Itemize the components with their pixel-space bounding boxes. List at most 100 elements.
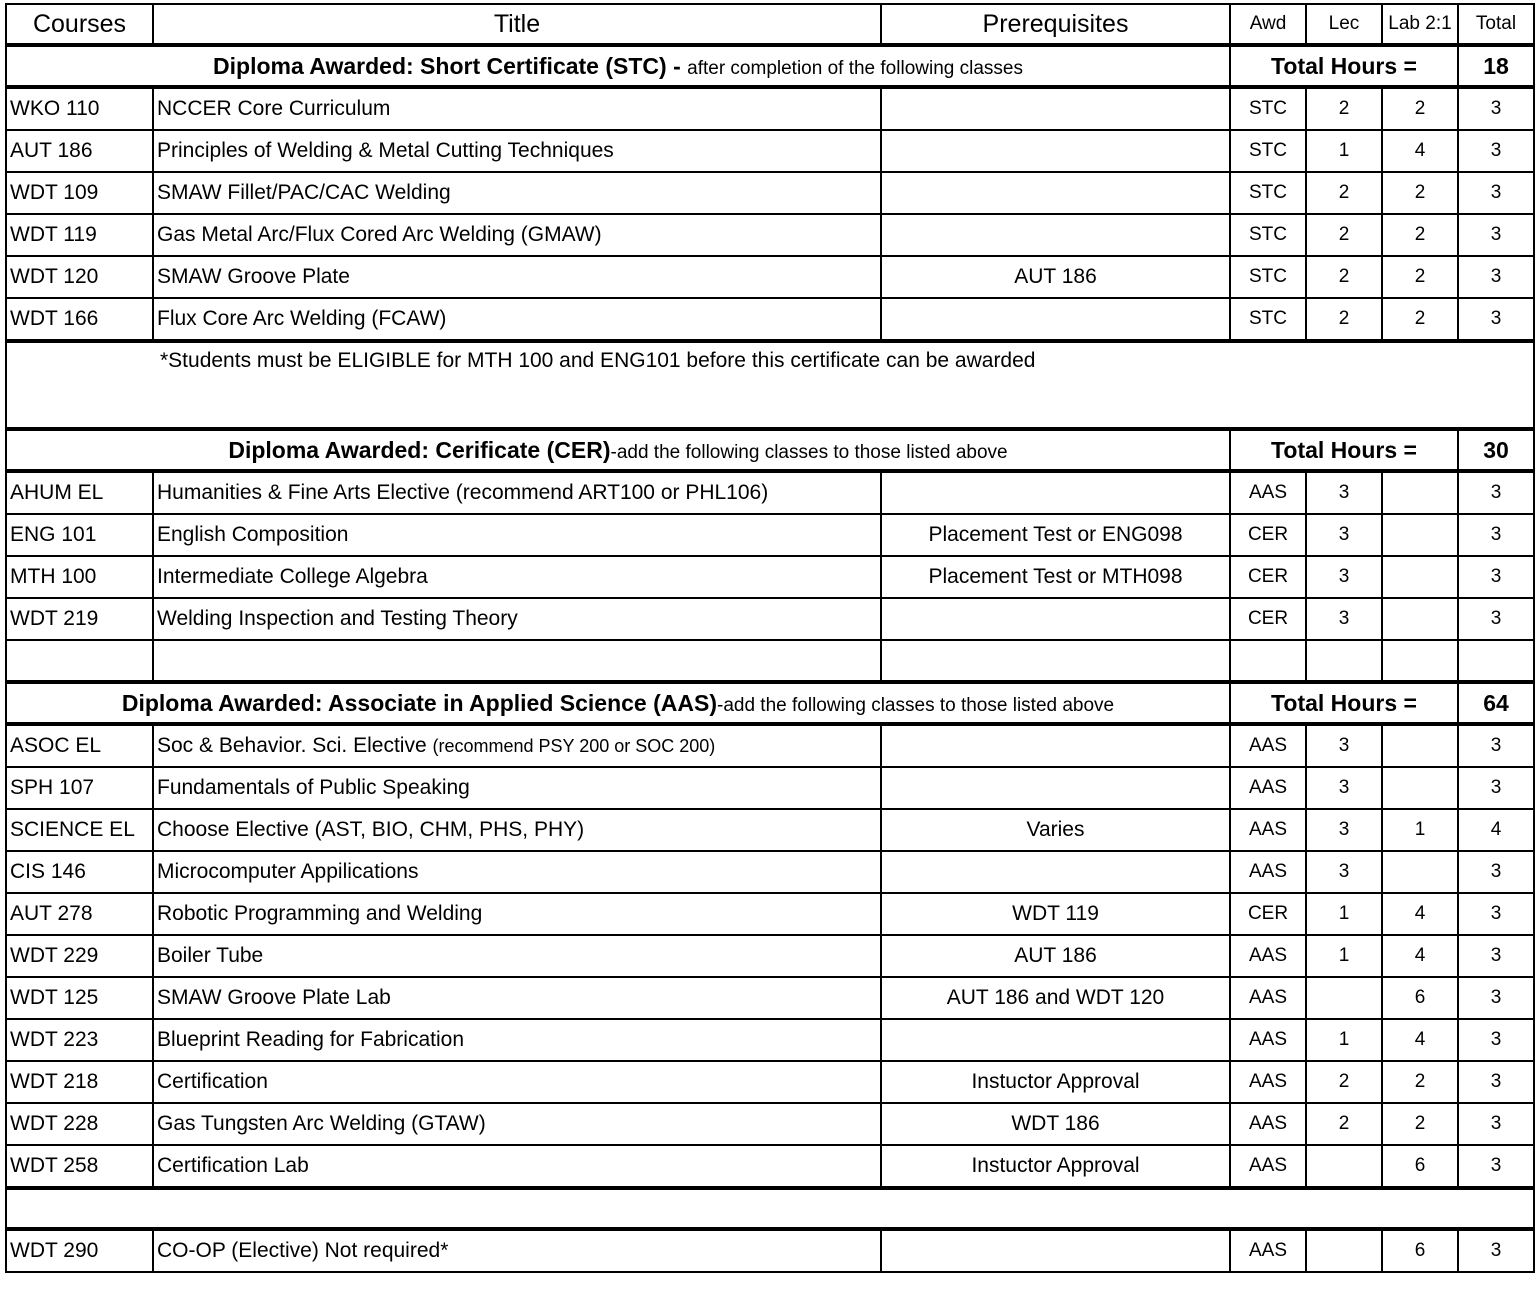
lab-hours — [1381, 766, 1459, 810]
course-title-text: Welding Inspection and Testing Theory — [157, 607, 518, 630]
course-code: WDT 125 — [5, 976, 154, 1020]
course-code: WKO 110 — [5, 86, 154, 131]
lecture-hours: 2 — [1305, 255, 1383, 299]
header-row: Courses Title Prerequisites Awd Lec Lab 2:1 To… — [5, 3, 1535, 46]
table-row: ENG 101 English Composition Placement Test… — [5, 513, 1535, 557]
total-hours-text: 3 — [1490, 777, 1502, 798]
course-title: Intermediate College Algebra — [152, 555, 882, 599]
prerequisites-text: Instuctor Approval — [971, 1154, 1140, 1177]
award: AAS — [1229, 1060, 1307, 1104]
lecture-hours — [1305, 1144, 1383, 1189]
course-code-text: WKO 110 — [10, 97, 100, 120]
lab-hours — [1381, 850, 1459, 894]
course-title-text: Principles of Welding & Metal Cutting Te… — [157, 139, 614, 162]
award-text: STC — [1249, 182, 1287, 203]
total-hours: 3 — [1457, 597, 1535, 641]
total-hours-text: 3 — [1490, 861, 1502, 882]
empty-cell — [1457, 639, 1535, 683]
lab-hours-text: 6 — [1414, 1240, 1426, 1261]
table-row: WDT 290 CO-OP (Elective) Not required* AAS… — [5, 1228, 1535, 1273]
course-code: MTH 100 — [5, 555, 154, 599]
course-code-text: WDT 125 — [10, 986, 99, 1009]
course-code-text: WDT 120 — [10, 265, 99, 288]
course-title-text: Humanities & Fine Arts Elective (recomme… — [157, 481, 769, 504]
course-title-text: SMAW Groove Plate — [157, 265, 350, 288]
table-row: WKO 110 NCCER Core Curriculum STC 2 2 3 — [5, 86, 1535, 131]
prerequisites-text: Placement Test or ENG098 — [928, 523, 1183, 546]
table-row: MTH 100 Intermediate College Algebra Place… — [5, 555, 1535, 599]
lecture-hours-text: 3 — [1338, 777, 1350, 798]
total-hours: 3 — [1457, 1018, 1535, 1062]
course-code-text: CIS 146 — [10, 860, 86, 883]
prerequisites — [880, 470, 1231, 515]
lecture-hours-text: 2 — [1338, 1071, 1350, 1092]
lecture-hours: 2 — [1305, 171, 1383, 215]
total-hours-text: 3 — [1490, 224, 1502, 245]
lab-hours: 2 — [1381, 86, 1459, 131]
prerequisites — [880, 171, 1231, 215]
column-header-prerequisites: Prerequisites — [880, 3, 1231, 46]
lab-hours — [1381, 597, 1459, 641]
table-row: WDT 120 SMAW Groove Plate AUT 186 STC 2 2 3 — [5, 255, 1535, 299]
total-hours-text: 3 — [1490, 140, 1502, 161]
lecture-hours: 3 — [1305, 555, 1383, 599]
lecture-hours: 2 — [1305, 86, 1383, 131]
course-title: NCCER Core Curriculum — [152, 86, 882, 131]
lecture-hours-text: 3 — [1338, 524, 1350, 545]
course-code-text: ENG 101 — [10, 523, 97, 546]
lab-hours-text: 4 — [1414, 140, 1426, 161]
course-title: Humanities & Fine Arts Elective (recomme… — [152, 470, 882, 515]
lecture-hours-text: 3 — [1338, 735, 1350, 756]
course-title: Welding Inspection and Testing Theory — [152, 597, 882, 641]
course-code: CIS 146 — [5, 850, 154, 894]
column-header-course-title: Title — [152, 3, 882, 46]
award: STC — [1229, 213, 1307, 257]
award: AAS — [1229, 1018, 1307, 1062]
table-row: SCIENCE EL Choose Elective (AST, BIO, CHM… — [5, 808, 1535, 852]
total-hours-text: 3 — [1490, 182, 1502, 203]
lecture-hours: 3 — [1305, 808, 1383, 852]
award-text: STC — [1249, 308, 1287, 329]
lab-hours-text: 6 — [1414, 987, 1426, 1008]
prerequisites: Placement Test or ENG098 — [880, 513, 1231, 557]
course-title-text: Robotic Programming and Welding — [157, 902, 483, 925]
empty-cell — [1305, 639, 1383, 683]
award: AAS — [1229, 723, 1307, 768]
course-code: AUT 278 — [5, 892, 154, 936]
lab-hours-text: 2 — [1414, 1113, 1426, 1134]
course-code-text: WDT 218 — [10, 1070, 99, 1093]
lab-hours: 2 — [1381, 255, 1459, 299]
course-title-text: Choose Elective (AST, BIO, CHM, PHS, PHY… — [157, 818, 585, 841]
total-hours: 3 — [1457, 297, 1535, 342]
prerequisites: WDT 119 — [880, 892, 1231, 936]
course-code-text: MTH 100 — [10, 565, 97, 588]
award: AAS — [1229, 1102, 1307, 1146]
column-header-course-code: Courses — [5, 3, 154, 46]
lecture-hours: 3 — [1305, 597, 1383, 641]
course-title: CO-OP (Elective) Not required* — [152, 1228, 882, 1273]
lecture-hours: 2 — [1305, 213, 1383, 257]
course-title-text: SMAW Fillet/PAC/CAC Welding — [157, 181, 451, 204]
table-row: WDT 125 SMAW Groove Plate Lab AUT 186 and … — [5, 976, 1535, 1020]
course-title-text: English Composition — [157, 523, 349, 546]
table-row: WDT 166 Flux Core Arc Welding (FCAW) STC 2 2… — [5, 297, 1535, 342]
total-hours-text: 3 — [1490, 987, 1502, 1008]
award-text: CER — [1247, 566, 1289, 587]
lab-hours-text: 2 — [1414, 224, 1426, 245]
prerequisites-text: WDT 186 — [1011, 1112, 1100, 1135]
lecture-hours: 3 — [1305, 723, 1383, 768]
total-hours: 3 — [1457, 723, 1535, 768]
course-code-text: WDT 258 — [10, 1154, 99, 1177]
section-heading: Diploma Awarded: Associate in Applied Sc… — [5, 680, 1231, 726]
total-hours: 3 — [1457, 934, 1535, 978]
total-hours-text: 3 — [1490, 1071, 1502, 1092]
course-title-text: CO-OP (Elective) Not required* — [157, 1239, 449, 1262]
eligibility-note: *Students must be ELIGIBLE for MTH 100 a… — [160, 349, 1036, 372]
prerequisites — [880, 86, 1231, 131]
lab-hours-text: 2 — [1414, 308, 1426, 329]
table-row: ASOC EL Soc & Behavior. Sci. Elective (re… — [5, 723, 1535, 768]
lecture-hours: 3 — [1305, 470, 1383, 515]
course-code: WDT 119 — [5, 213, 154, 257]
course-title: Boiler Tube — [152, 934, 882, 978]
course-code-text: WDT 219 — [10, 607, 99, 630]
